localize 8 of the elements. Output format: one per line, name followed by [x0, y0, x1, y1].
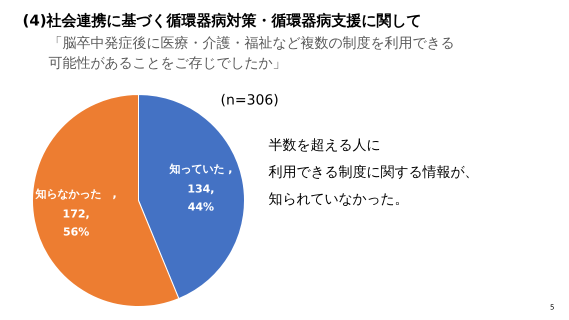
text: 利用できる制度に関する情報が、: [268, 164, 478, 180]
chart-title: (4)社会連携に基づく循環器病対策・循環器病支援に関して: [22, 12, 422, 30]
slice-label: 知っていた , 134, 44%: [168, 162, 232, 214]
chart-subtitle: 「脳卒中発症後に医療・介護・福祉など複数の制度を利用できる可能性があることをご存じでしたか」: [48, 36, 454, 72]
text: 半数を超える人に: [268, 138, 380, 154]
slice-label: 知らなかった , 172, 56%: [34, 187, 117, 238]
text: 知られていなかった。: [268, 192, 408, 208]
text: (n=306): [220, 92, 279, 108]
